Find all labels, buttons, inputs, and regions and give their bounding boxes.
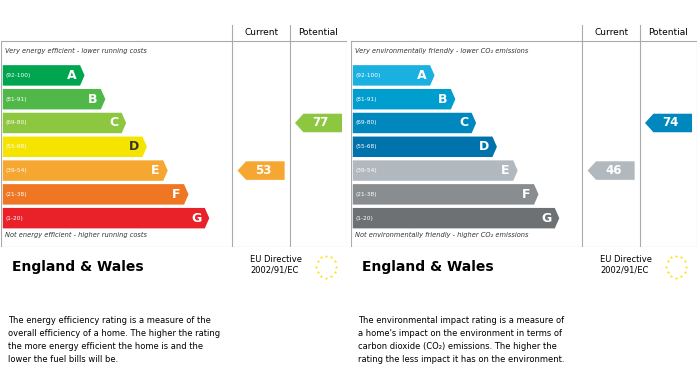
Text: (21-38): (21-38) (356, 192, 377, 197)
Polygon shape (3, 136, 147, 157)
Text: (69-80): (69-80) (6, 120, 27, 126)
Text: EU Directive
2002/91/EC: EU Directive 2002/91/EC (601, 255, 652, 274)
Text: Very energy efficient - lower running costs: Very energy efficient - lower running co… (5, 48, 147, 54)
Polygon shape (353, 89, 455, 109)
Polygon shape (353, 136, 497, 157)
Polygon shape (353, 160, 518, 181)
Text: B: B (88, 93, 97, 106)
Text: C: C (459, 117, 468, 129)
Bar (1, 25, 347, 41)
Text: England & Wales: England & Wales (362, 260, 494, 274)
Polygon shape (295, 114, 342, 132)
Text: (1-20): (1-20) (356, 216, 373, 221)
Text: F: F (522, 188, 531, 201)
Text: Not environmentally friendly - higher CO₂ emissions: Not environmentally friendly - higher CO… (355, 232, 528, 239)
Text: C: C (109, 117, 118, 129)
Text: The energy efficiency rating is a measure of the
overall efficiency of a home. T: The energy efficiency rating is a measur… (8, 316, 220, 364)
Bar (351, 25, 697, 41)
Polygon shape (237, 161, 285, 180)
Polygon shape (353, 208, 559, 228)
Polygon shape (3, 65, 85, 86)
Text: (55-68): (55-68) (356, 144, 377, 149)
Text: (21-38): (21-38) (6, 192, 27, 197)
Text: Very environmentally friendly - lower CO₂ emissions: Very environmentally friendly - lower CO… (355, 48, 528, 54)
Polygon shape (353, 65, 435, 86)
Polygon shape (587, 161, 635, 180)
Polygon shape (3, 160, 168, 181)
Text: F: F (172, 188, 181, 201)
Text: EU Directive
2002/91/EC: EU Directive 2002/91/EC (251, 255, 302, 274)
Text: Environmental Impact (CO₂) Rating: Environmental Impact (CO₂) Rating (358, 7, 591, 20)
Text: Potential: Potential (649, 29, 688, 38)
Text: G: G (541, 212, 552, 225)
Text: Potential: Potential (299, 29, 338, 38)
Text: 53: 53 (256, 164, 272, 177)
Polygon shape (353, 184, 538, 204)
Text: (81-91): (81-91) (356, 97, 377, 102)
Polygon shape (3, 208, 209, 228)
Text: Current: Current (244, 29, 278, 38)
Text: (55-68): (55-68) (6, 144, 27, 149)
Text: (39-54): (39-54) (6, 168, 27, 173)
Text: Energy Efficiency Rating: Energy Efficiency Rating (8, 7, 171, 20)
Text: (92-100): (92-100) (6, 73, 31, 78)
Polygon shape (3, 89, 105, 109)
Text: E: E (501, 164, 510, 177)
Text: England & Wales: England & Wales (12, 260, 144, 274)
Text: (1-20): (1-20) (6, 216, 23, 221)
Text: (81-91): (81-91) (6, 97, 27, 102)
Text: (92-100): (92-100) (356, 73, 381, 78)
Text: A: A (417, 69, 426, 82)
Polygon shape (645, 114, 692, 132)
Text: B: B (438, 93, 447, 106)
Text: Not energy efficient - higher running costs: Not energy efficient - higher running co… (5, 232, 147, 239)
Text: (39-54): (39-54) (356, 168, 377, 173)
Polygon shape (353, 113, 476, 133)
Text: The environmental impact rating is a measure of
a home's impact on the environme: The environmental impact rating is a mea… (358, 316, 565, 364)
Polygon shape (3, 113, 126, 133)
Text: D: D (129, 140, 139, 153)
Text: E: E (151, 164, 160, 177)
Polygon shape (3, 184, 188, 204)
Text: G: G (191, 212, 202, 225)
Text: A: A (67, 69, 76, 82)
Text: Current: Current (594, 29, 628, 38)
Text: (69-80): (69-80) (356, 120, 377, 126)
Text: 74: 74 (663, 117, 679, 129)
Text: D: D (479, 140, 489, 153)
Text: 46: 46 (606, 164, 622, 177)
Text: 77: 77 (313, 117, 329, 129)
